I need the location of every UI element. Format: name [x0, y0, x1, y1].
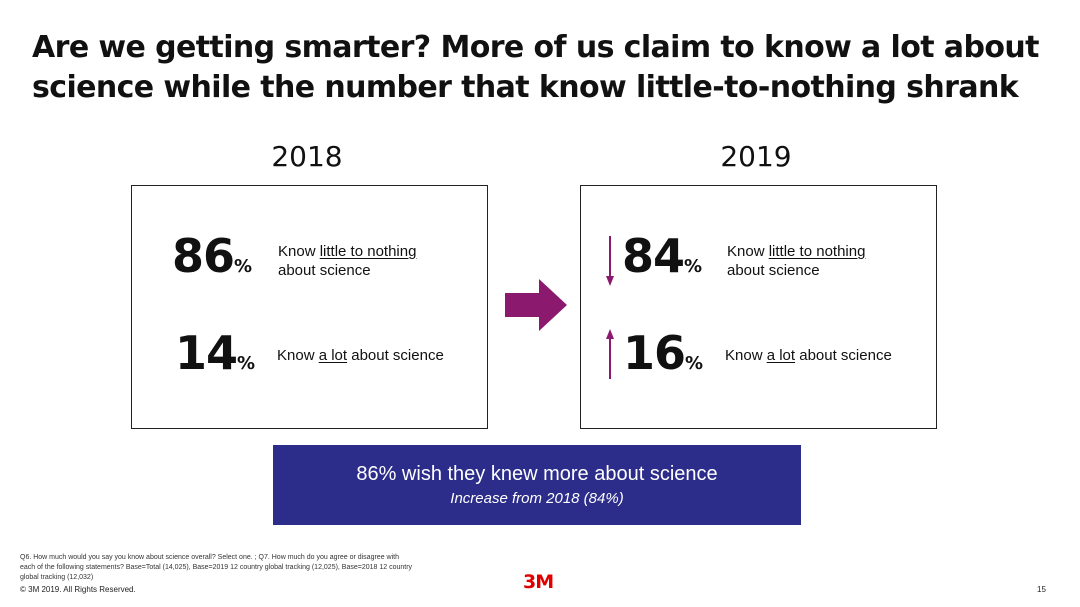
panel-2019: 84% Know little to nothing about science…	[580, 185, 937, 429]
panel-2018: 86% Know little to nothing about science…	[131, 185, 488, 429]
arrow-down-icon	[606, 236, 614, 286]
banner-headline: 86% wish they knew more about science	[356, 463, 718, 485]
arrow-up-icon	[606, 329, 614, 379]
source-footnote: Q6. How much would you say you know abou…	[20, 554, 413, 581]
stat-description: Know little to nothing about science	[727, 243, 866, 279]
emphasis-text: little to nothing	[768, 243, 866, 260]
stat-value: 14%	[175, 326, 256, 380]
stat-description: Know a lot about science	[277, 347, 444, 364]
banner-subtext: Increase from 2018 (84%)	[450, 490, 624, 507]
emphasis-text: a lot	[318, 347, 348, 364]
year-label-2018: 2018	[271, 140, 343, 173]
stat-value: 84%	[622, 229, 703, 283]
emphasis-text: a lot	[766, 347, 796, 364]
stat-value: 16%	[623, 326, 704, 380]
stat-description: Know a lot about science	[725, 347, 892, 364]
summary-banner: 86% wish they knew more about science In…	[273, 445, 801, 525]
emphasis-text: little to nothing	[319, 243, 417, 260]
stat-value: 86%	[172, 229, 253, 283]
copyright-text: © 3M 2019. All Rights Reserved.	[20, 585, 136, 594]
page-number: 15	[1037, 585, 1046, 594]
stat-description: Know little to nothing about science	[278, 243, 417, 279]
title-line-2: science while the number that know littl…	[32, 70, 1019, 105]
3m-logo: 3M	[523, 571, 554, 593]
year-label-2019: 2019	[720, 140, 792, 173]
title-line-1: Are we getting smarter? More of us claim…	[32, 30, 1039, 65]
arrow-right-icon	[505, 279, 567, 331]
slide-title: Are we getting smarter? More of us claim…	[32, 28, 1072, 108]
